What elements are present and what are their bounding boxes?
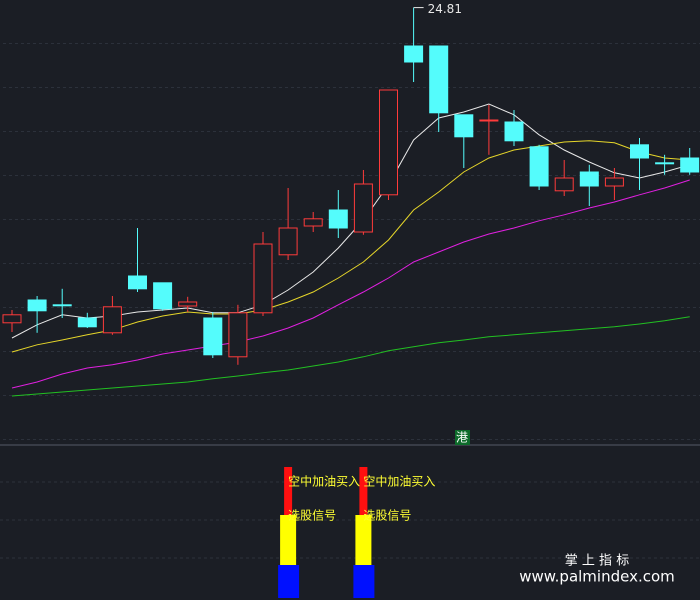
signal-bar-yellow [355, 515, 372, 565]
candle-body [579, 171, 599, 187]
ma-line [11, 103, 690, 339]
watermark-url: www.palmindex.com [519, 568, 675, 586]
candle-body [128, 275, 147, 290]
signal-bar-red [359, 467, 368, 515]
signal-bar-blue [278, 565, 300, 598]
candle-body [278, 227, 298, 256]
candle-body [328, 209, 348, 229]
candle-body [604, 177, 624, 187]
signal-bar-red [284, 467, 293, 515]
candle-body [630, 144, 649, 159]
high-label: 24.81 [428, 2, 462, 16]
signal-bar-blue [353, 565, 375, 598]
lower-panel [0, 446, 700, 600]
ma-line [11, 140, 690, 353]
candle-body [429, 45, 449, 114]
candle-body [680, 157, 700, 173]
candle-body [303, 218, 323, 227]
candle-body [178, 301, 198, 307]
candle-body [454, 114, 474, 138]
candle-body [102, 306, 122, 334]
candle-body [153, 282, 173, 310]
candle-body [77, 317, 97, 328]
candle-body [253, 243, 273, 314]
candle-body [2, 314, 22, 324]
candle-body [404, 45, 424, 63]
candle-body [379, 89, 398, 196]
signal-label: 选股信号 [288, 509, 336, 523]
signal-label: 选股信号 [363, 509, 411, 523]
candle-body [52, 304, 72, 307]
badge: 港 [456, 431, 468, 445]
candle-body [203, 317, 223, 356]
candle-body [228, 312, 248, 358]
candle-body [554, 177, 574, 192]
candle-body [353, 183, 373, 233]
candle-body [529, 146, 549, 187]
ma-line [11, 179, 690, 389]
ma-line [11, 316, 690, 397]
candle-body [504, 121, 524, 142]
candle-body [655, 162, 675, 165]
candle-body [479, 119, 499, 122]
signal-label: 空中加油买入 [288, 474, 360, 489]
signal-bar-yellow [280, 515, 297, 565]
candle-body [27, 299, 47, 312]
watermark-title: 掌 上 指 标 [565, 554, 629, 569]
signal-label: 空中加油买入 [363, 474, 435, 489]
badge-box [455, 430, 470, 445]
